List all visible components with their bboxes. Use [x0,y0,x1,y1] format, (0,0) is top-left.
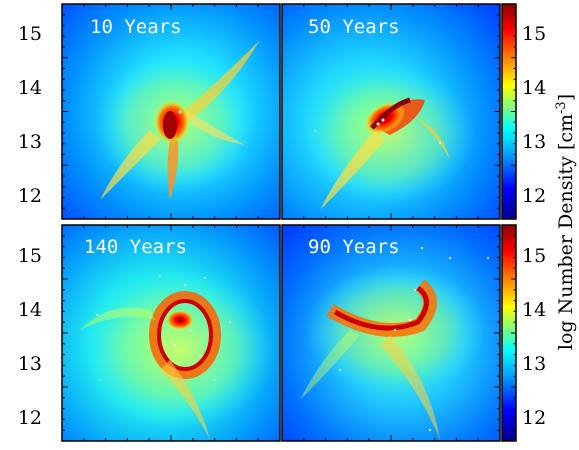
colorbar-ticks [511,3,516,442]
panel-140-years [62,225,280,441]
colorbar-tick-label: 14 [522,77,546,99]
colorbar-tick-label: 15 [522,23,546,45]
colorbar-tick-label: 12 [522,185,546,207]
panel-label-90-years: 90 Years [308,236,400,258]
y-tick-label: 15 [18,245,42,267]
colorbar-tick-label: 13 [522,131,546,153]
y-tick-label: 15 [18,23,42,45]
panel-90-years [282,225,500,441]
y-axis-top: 15 14 13 12 [18,23,42,207]
y-tick-label: 12 [18,407,42,429]
colorbar-tick-label: 12 [522,407,546,429]
panel-label-140-years: 140 Years [84,236,187,258]
colorbar-tick-label: 15 [522,245,546,267]
y-tick-label: 13 [18,131,42,153]
panel-10-years [62,4,280,219]
colorbar-ticks-top: 15 14 13 12 [522,23,546,207]
y-tick-label: 14 [18,77,42,99]
panel-50-years [282,4,500,219]
colorbar-label: log Number Density [cm-3] [554,94,577,350]
y-tick-label: 12 [18,185,42,207]
axis-ticks [62,3,500,442]
y-tick-label: 14 [18,299,42,321]
colorbar-tick-label: 13 [522,353,546,375]
colorbar-ticks-bottom: 15 14 13 12 [522,245,546,429]
y-tick-label: 13 [18,353,42,375]
panel-label-50-years: 50 Years [308,16,400,38]
y-axis-bottom: 15 14 13 12 [18,245,42,429]
colorbar-tick-label: 14 [522,299,546,321]
panel-label-10-years: 10 Years [90,16,182,38]
